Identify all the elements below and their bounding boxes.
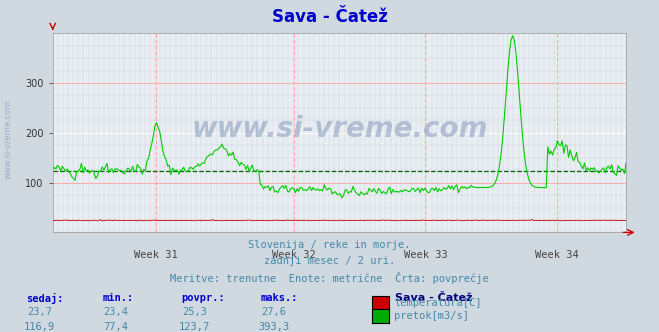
Text: 77,4: 77,4 <box>103 322 128 332</box>
Text: 23,7: 23,7 <box>27 307 52 317</box>
Text: Week 32: Week 32 <box>272 250 316 260</box>
Text: 123,7: 123,7 <box>179 322 210 332</box>
Text: temperatura[C]: temperatura[C] <box>394 298 482 308</box>
Text: www.si-vreme.com: www.si-vreme.com <box>191 115 488 143</box>
Text: povpr.:: povpr.: <box>181 293 225 303</box>
Text: pretok[m3/s]: pretok[m3/s] <box>394 311 469 321</box>
Text: sedaj:: sedaj: <box>26 293 64 304</box>
Text: Week 31: Week 31 <box>134 250 178 260</box>
Text: maks.:: maks.: <box>260 293 298 303</box>
Text: 393,3: 393,3 <box>258 322 289 332</box>
Text: www.si-vreme.com: www.si-vreme.com <box>3 100 13 179</box>
Text: 116,9: 116,9 <box>24 322 55 332</box>
Text: 23,4: 23,4 <box>103 307 128 317</box>
Text: Sava - Čatež: Sava - Čatež <box>395 293 473 303</box>
Text: 27,6: 27,6 <box>261 307 286 317</box>
Text: Meritve: trenutne  Enote: metrične  Črta: povprečje: Meritve: trenutne Enote: metrične Črta: … <box>170 272 489 284</box>
Text: Week 34: Week 34 <box>535 250 579 260</box>
Text: zadnji mesec / 2 uri.: zadnji mesec / 2 uri. <box>264 256 395 266</box>
Text: min.:: min.: <box>102 293 133 303</box>
Text: Week 33: Week 33 <box>403 250 447 260</box>
Text: 25,3: 25,3 <box>182 307 207 317</box>
Text: Slovenija / reke in morje.: Slovenija / reke in morje. <box>248 240 411 250</box>
Text: Sava - Čatež: Sava - Čatež <box>272 8 387 26</box>
